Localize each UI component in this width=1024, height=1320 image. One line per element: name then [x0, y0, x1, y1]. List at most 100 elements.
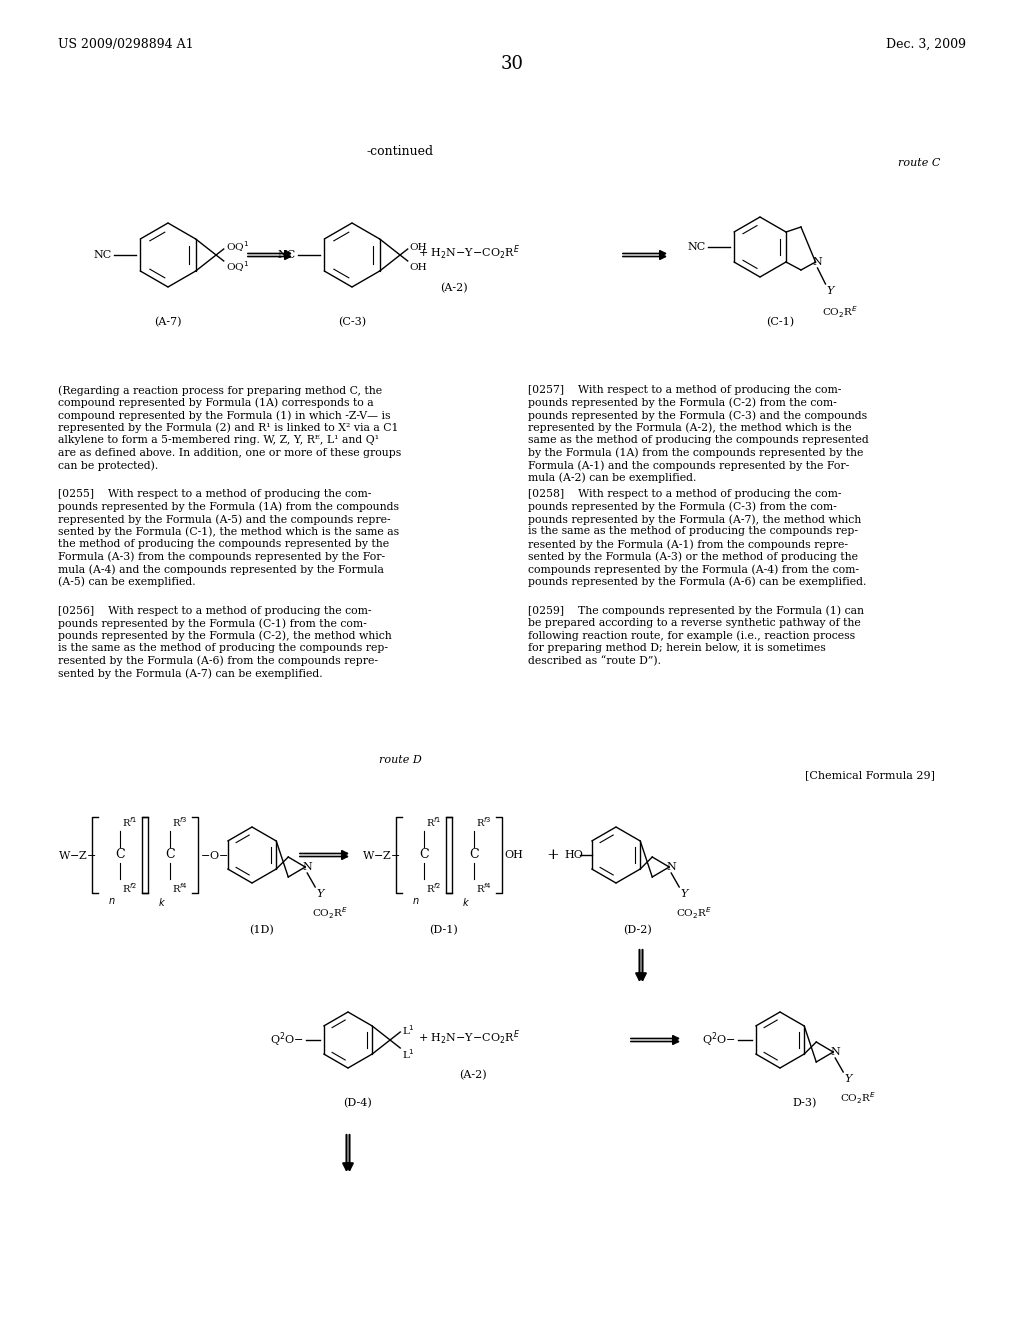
Text: pounds represented by the Formula (A-6) can be exemplified.: pounds represented by the Formula (A-6) …	[528, 577, 866, 587]
Text: $k$: $k$	[462, 896, 470, 908]
Text: C: C	[469, 849, 479, 862]
Text: Q$^2$O$-$: Q$^2$O$-$	[270, 1031, 304, 1049]
Text: R$^{f4}$: R$^{f4}$	[476, 880, 492, 895]
Text: route D: route D	[379, 755, 421, 766]
Text: L$^1$: L$^1$	[402, 1047, 415, 1061]
Text: C: C	[165, 849, 175, 862]
Text: is the same as the method of producing the compounds rep-: is the same as the method of producing t…	[528, 527, 858, 536]
Text: (D-2): (D-2)	[624, 925, 652, 936]
Text: OH: OH	[410, 243, 427, 252]
Text: following reaction route, for example (i.e., reaction process: following reaction route, for example (i…	[528, 631, 855, 642]
Text: [0256]    With respect to a method of producing the com-: [0256] With respect to a method of produ…	[58, 606, 372, 615]
Text: described as “route D”).: described as “route D”).	[528, 656, 662, 667]
Text: [0258]    With respect to a method of producing the com-: [0258] With respect to a method of produ…	[528, 488, 842, 499]
Text: (A-2): (A-2)	[459, 1071, 486, 1080]
Text: US 2009/0298894 A1: US 2009/0298894 A1	[58, 38, 194, 51]
Text: [0259]    The compounds represented by the Formula (1) can: [0259] The compounds represented by the …	[528, 606, 864, 616]
Text: compound represented by the Formula (1) in which -Z-V— is: compound represented by the Formula (1) …	[58, 411, 390, 421]
Text: W$-$Z$-$: W$-$Z$-$	[58, 849, 96, 861]
Text: [0257]    With respect to a method of producing the com-: [0257] With respect to a method of produ…	[528, 385, 842, 395]
Text: OQ$^1$: OQ$^1$	[225, 240, 249, 255]
Text: +: +	[546, 847, 559, 862]
Text: is the same as the method of producing the compounds rep-: is the same as the method of producing t…	[58, 643, 388, 653]
Text: (Regarding a reaction process for preparing method C, the: (Regarding a reaction process for prepar…	[58, 385, 382, 396]
Text: pounds represented by the Formula (C-3) from the com-: pounds represented by the Formula (C-3) …	[528, 502, 837, 512]
Text: NC: NC	[94, 249, 112, 260]
Text: mula (A-2) can be exemplified.: mula (A-2) can be exemplified.	[528, 473, 696, 483]
Text: N: N	[813, 257, 822, 267]
Text: R$^{f4}$: R$^{f4}$	[172, 880, 187, 895]
Text: [Chemical Formula 29]: [Chemical Formula 29]	[805, 770, 935, 780]
Text: D-3): D-3)	[793, 1098, 817, 1109]
Text: W$-$Z$-$: W$-$Z$-$	[362, 849, 400, 861]
Text: represented by the Formula (A-5) and the compounds repre-: represented by the Formula (A-5) and the…	[58, 513, 390, 524]
Text: OH: OH	[504, 850, 523, 861]
Text: (C-3): (C-3)	[338, 317, 366, 327]
Text: for preparing method D; herein below, it is sometimes: for preparing method D; herein below, it…	[528, 643, 825, 653]
Text: represented by the Formula (2) and R¹ is linked to X² via a C1: represented by the Formula (2) and R¹ is…	[58, 422, 398, 433]
Text: $-$O$-$: $-$O$-$	[200, 849, 228, 861]
Text: Q$^2$O$-$: Q$^2$O$-$	[702, 1031, 735, 1049]
Text: N: N	[302, 862, 312, 873]
Text: OH: OH	[410, 263, 427, 272]
Text: route C: route C	[898, 158, 940, 168]
Text: $k$: $k$	[158, 896, 166, 908]
Text: C: C	[419, 849, 429, 862]
Text: pounds represented by the Formula (C-2), the method which: pounds represented by the Formula (C-2),…	[58, 631, 392, 642]
Text: resented by the Formula (A-1) from the compounds repre-: resented by the Formula (A-1) from the c…	[528, 539, 848, 549]
Text: $n$: $n$	[109, 896, 116, 906]
Text: R$^{f1}$: R$^{f1}$	[122, 816, 137, 829]
Text: [0255]    With respect to a method of producing the com-: [0255] With respect to a method of produ…	[58, 488, 372, 499]
Text: CO$_2$R$^E$: CO$_2$R$^E$	[841, 1090, 877, 1106]
Text: -continued: -continued	[367, 145, 433, 158]
Text: Y: Y	[826, 286, 834, 296]
Text: can be protected).: can be protected).	[58, 459, 159, 470]
Text: pounds represented by the Formula (1A) from the compounds: pounds represented by the Formula (1A) f…	[58, 502, 399, 512]
Text: Y: Y	[316, 888, 324, 899]
Text: alkylene to form a 5-membered ring. W, Z, Y, Rᴱ, L¹ and Q¹: alkylene to form a 5-membered ring. W, Z…	[58, 436, 379, 445]
Text: Formula (A-3) from the compounds represented by the For-: Formula (A-3) from the compounds represe…	[58, 552, 385, 562]
Text: mula (A-4) and the compounds represented by the Formula: mula (A-4) and the compounds represented…	[58, 564, 384, 574]
Text: CO$_2$R$^E$: CO$_2$R$^E$	[676, 906, 712, 920]
Text: compound represented by Formula (1A) corresponds to a: compound represented by Formula (1A) cor…	[58, 397, 374, 408]
Text: (C-1): (C-1)	[766, 317, 794, 327]
Text: pounds represented by the Formula (C-3) and the compounds: pounds represented by the Formula (C-3) …	[528, 411, 867, 421]
Text: are as defined above. In addition, one or more of these groups: are as defined above. In addition, one o…	[58, 447, 401, 458]
Text: the method of producing the compounds represented by the: the method of producing the compounds re…	[58, 539, 389, 549]
Text: HO: HO	[564, 850, 583, 861]
Text: N: N	[667, 862, 676, 873]
Text: (A-5) can be exemplified.: (A-5) can be exemplified.	[58, 577, 196, 587]
Text: R$^{f2}$: R$^{f2}$	[426, 880, 441, 895]
Text: (1D): (1D)	[250, 925, 274, 936]
Text: resented by the Formula (A-6) from the compounds repre-: resented by the Formula (A-6) from the c…	[58, 656, 378, 667]
Text: NC: NC	[278, 249, 296, 260]
Text: 30: 30	[501, 55, 523, 73]
Text: pounds represented by the Formula (A-7), the method which: pounds represented by the Formula (A-7),…	[528, 513, 861, 524]
Text: be prepared according to a reverse synthetic pathway of the: be prepared according to a reverse synth…	[528, 618, 861, 628]
Text: CO$_2$R$^E$: CO$_2$R$^E$	[312, 906, 348, 920]
Text: Formula (A-1) and the compounds represented by the For-: Formula (A-1) and the compounds represen…	[528, 459, 849, 470]
Text: R$^{f1}$: R$^{f1}$	[426, 816, 441, 829]
Text: (D-1): (D-1)	[430, 925, 459, 936]
Text: L$^1$: L$^1$	[402, 1023, 415, 1038]
Text: N: N	[830, 1047, 840, 1057]
Text: compounds represented by the Formula (A-4) from the com-: compounds represented by the Formula (A-…	[528, 564, 859, 574]
Text: + H$_2$N$-$Y$-$CO$_2$R$^E$: + H$_2$N$-$Y$-$CO$_2$R$^E$	[418, 244, 520, 263]
Text: by the Formula (1A) from the compounds represented by the: by the Formula (1A) from the compounds r…	[528, 447, 863, 458]
Text: represented by the Formula (A-2), the method which is the: represented by the Formula (A-2), the me…	[528, 422, 852, 433]
Text: Y: Y	[680, 888, 687, 899]
Text: $n$: $n$	[413, 896, 420, 906]
Text: sented by the Formula (A-7) can be exemplified.: sented by the Formula (A-7) can be exemp…	[58, 668, 323, 678]
Text: Y: Y	[844, 1074, 852, 1084]
Text: C: C	[115, 849, 125, 862]
Text: Dec. 3, 2009: Dec. 3, 2009	[886, 38, 966, 51]
Text: sented by the Formula (A-3) or the method of producing the: sented by the Formula (A-3) or the metho…	[528, 552, 858, 562]
Text: pounds represented by the Formula (C-1) from the com-: pounds represented by the Formula (C-1) …	[58, 618, 367, 628]
Text: R$^{f3}$: R$^{f3}$	[172, 816, 187, 829]
Text: (A-2): (A-2)	[440, 282, 468, 293]
Text: CO$_2$R$^E$: CO$_2$R$^E$	[822, 304, 858, 319]
Text: R$^{f3}$: R$^{f3}$	[476, 816, 492, 829]
Text: R$^{f2}$: R$^{f2}$	[122, 880, 137, 895]
Text: sented by the Formula (C-1), the method which is the same as: sented by the Formula (C-1), the method …	[58, 527, 399, 537]
Text: (D-4): (D-4)	[344, 1098, 373, 1109]
